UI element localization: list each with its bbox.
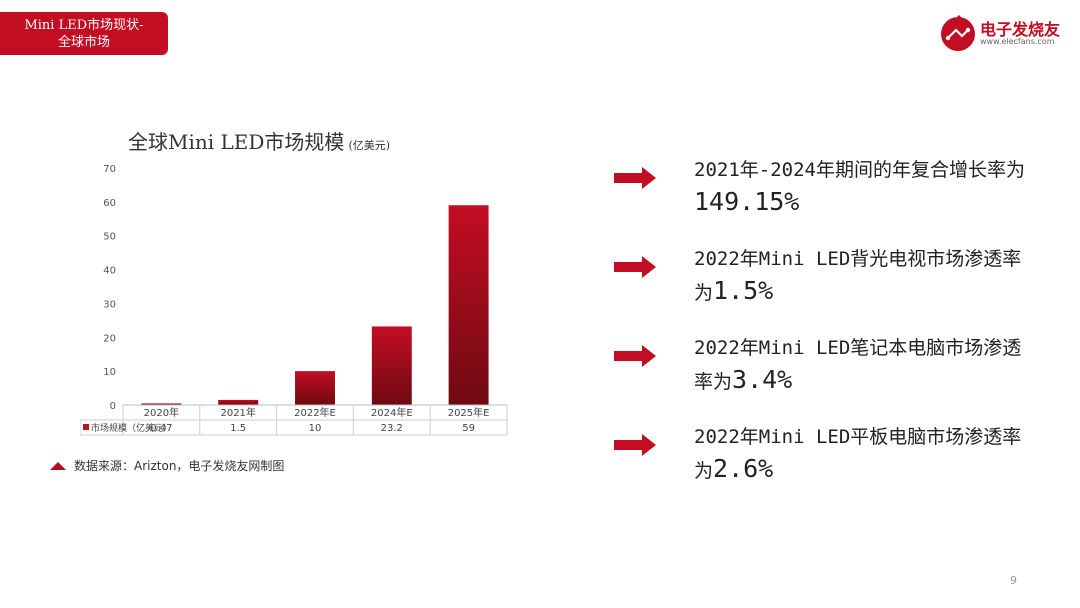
y-tick-label: 20 <box>103 333 116 344</box>
y-tick-label: 40 <box>103 266 116 277</box>
triangle-bullet-icon <box>50 461 66 470</box>
bar <box>218 399 259 405</box>
table-value-cell: 0.47 <box>150 423 172 434</box>
x-category-label: 2025年E <box>448 406 490 419</box>
fact-prefix: 2022年Mini LED背光电视市场渗透率为 <box>694 248 1022 304</box>
bar <box>295 371 335 405</box>
y-tick-label: 0 <box>110 401 116 412</box>
brand-logo: 电子发烧友 www.elecfans.com <box>938 12 1066 54</box>
slide-title-line1: Mini LED市场现状- <box>24 17 144 33</box>
right-arrow-icon <box>614 167 656 189</box>
fact-value: 149.15% <box>694 187 800 216</box>
fact-prefix: 2022年Mini LED笔记本电脑市场渗透率为 <box>694 337 1022 393</box>
fact-value: 3.4% <box>732 365 793 394</box>
fact-text-laptop: 2022年Mini LED笔记本电脑市场渗透率为3.4% <box>694 333 1034 398</box>
x-category-label: 2024年E <box>371 406 413 419</box>
data-source-text: 数据来源：Arizton，电子发烧友网制图 <box>74 459 285 473</box>
y-tick-label: 50 <box>103 232 116 243</box>
table-value-cell: 59 <box>462 423 475 434</box>
fact-text-tv: 2022年Mini LED背光电视市场渗透率为1.5% <box>694 244 1034 309</box>
right-arrow-icon <box>614 345 656 367</box>
y-tick-label: 70 <box>103 164 116 175</box>
fact-text-cagr: 2021年-2024年期间的年复合增长率为 149.15% <box>694 155 1034 220</box>
slide-title-badge: Mini LED市场现状- 全球市场 <box>0 12 168 55</box>
table-value-cell: 23.2 <box>381 423 403 434</box>
bar <box>448 205 489 405</box>
fact-value: 1.5% <box>713 276 774 305</box>
logo-name: 电子发烧友 <box>980 20 1061 39</box>
y-tick-label: 30 <box>103 299 116 310</box>
fact-value: 2.6% <box>713 454 774 483</box>
y-tick-label: 60 <box>103 198 116 209</box>
fact-prefix: 2021年-2024年期间的年复合增长率为 <box>694 159 1025 181</box>
market-size-bar-chart: 0 10 20 30 40 50 60 70 2020年 2021年 2022年E 2024年E 202… <box>80 164 508 436</box>
right-arrow-icon <box>614 434 656 456</box>
y-tick-label: 10 <box>103 367 116 378</box>
table-value-cell: 1.5 <box>230 423 246 434</box>
x-category-label: 2020年 <box>144 406 179 419</box>
right-arrow-icon <box>614 256 656 278</box>
table-value-cell: 10 <box>309 423 322 434</box>
logo-url: www.elecfans.com <box>980 37 1055 46</box>
legend-label: 市场规模（亿美元） <box>91 422 172 434</box>
fact-text-tablet: 2022年Mini LED平板电脑市场渗透率为2.6% <box>694 422 1034 487</box>
chart-title: 全球Mini LED市场规模 (亿美元) <box>128 126 390 155</box>
fact-prefix: 2022年Mini LED平板电脑市场渗透率为 <box>694 426 1022 482</box>
data-source-note: 数据来源：Arizton，电子发烧友网制图 <box>50 457 284 474</box>
chart-title-text: 全球Mini LED市场规模 <box>128 130 345 154</box>
bar <box>371 326 412 405</box>
page-number: 9 <box>1010 574 1017 587</box>
legend-swatch <box>83 424 89 430</box>
x-category-label: 2021年 <box>220 406 255 419</box>
chart-title-unit: (亿美元) <box>348 139 391 152</box>
bar <box>141 403 182 405</box>
logo-mark-icon <box>941 14 975 51</box>
x-category-label: 2022年E <box>294 406 336 419</box>
slide-title-line2: 全球市场 <box>57 34 110 50</box>
